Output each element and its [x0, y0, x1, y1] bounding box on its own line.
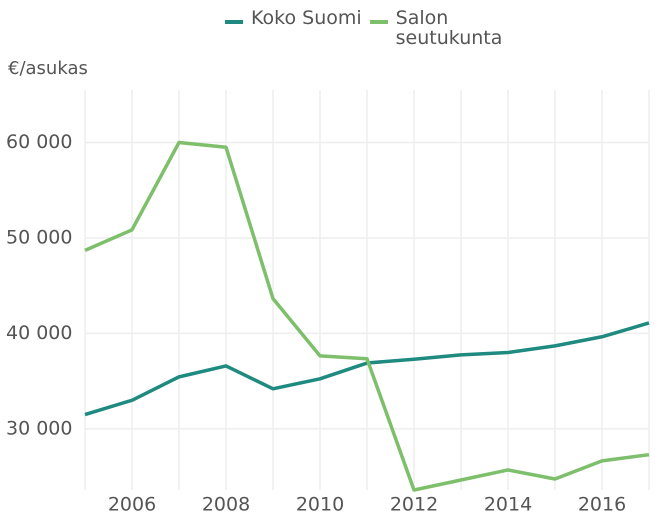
x-tick-label: 2014	[484, 494, 532, 516]
plot: 30 000 40 000 50 000 60 000 2006 2008 2010 2012…	[0, 0, 655, 521]
y-tick-label: 50 000	[6, 226, 72, 248]
y-tick-label: 30 000	[6, 417, 72, 439]
chart: €/asukas Koko SuomiSalon seutukunta 30 0…	[0, 0, 655, 521]
x-tick-label: 2016	[578, 494, 626, 516]
x-tick-label: 2010	[296, 494, 344, 516]
y-tick-label: 60 000	[6, 131, 72, 153]
x-tick-label: 2008	[202, 494, 250, 516]
x-tick-label: 2006	[108, 494, 156, 516]
x-tick-label: 2012	[390, 494, 438, 516]
y-tick-label: 40 000	[6, 322, 72, 344]
